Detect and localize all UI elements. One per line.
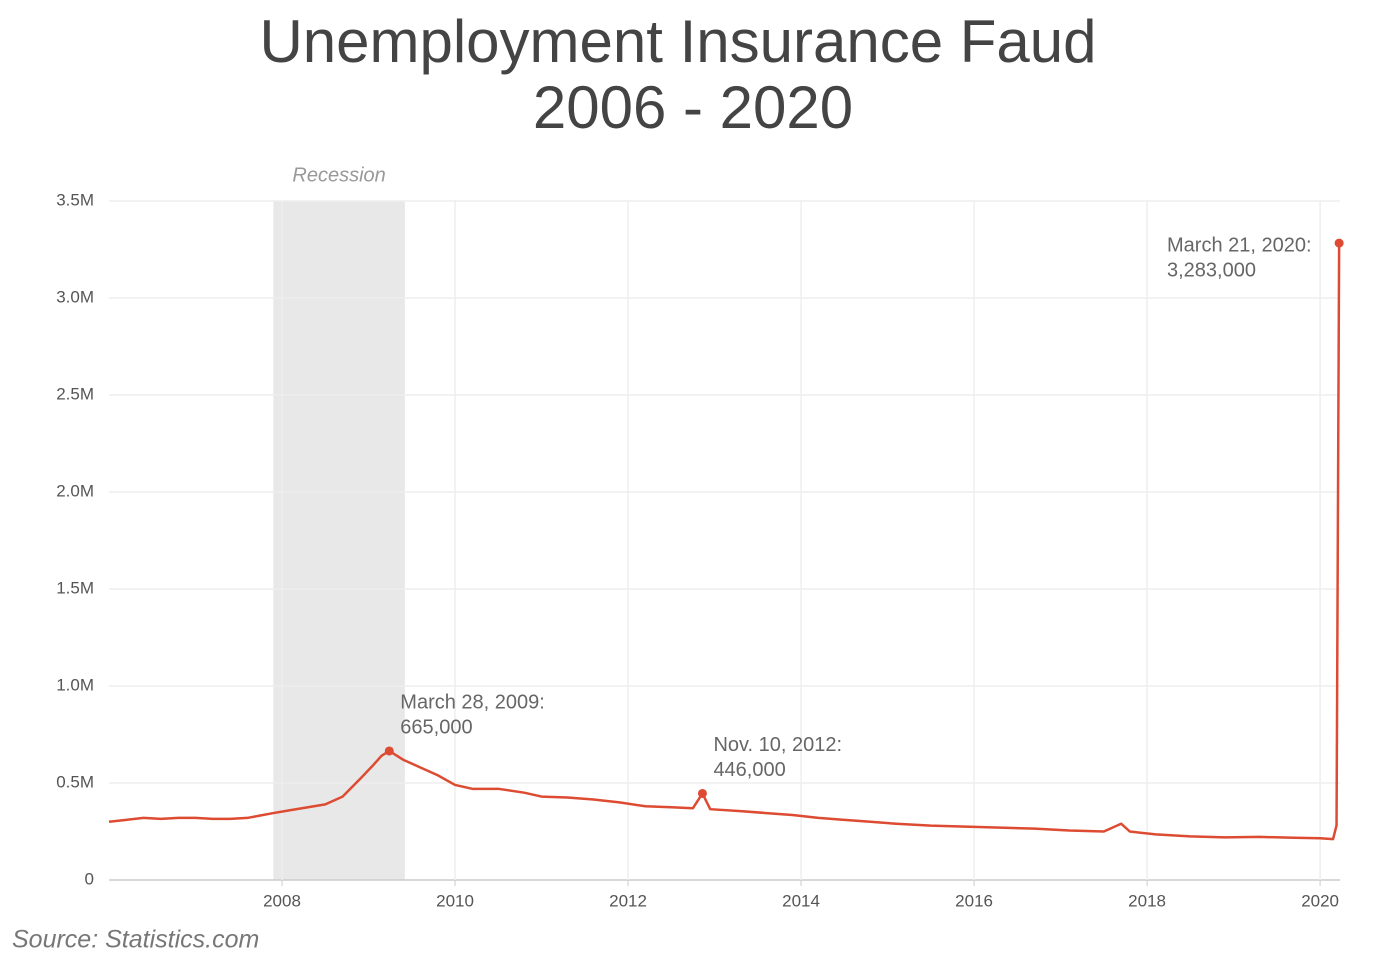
annotation-date: Nov. 10, 2012:	[713, 734, 842, 756]
annotation-date: March 28, 2009:	[400, 691, 545, 713]
y-tick-label: 2.5M	[56, 384, 94, 403]
y-tick-label: 1.0M	[56, 675, 94, 694]
y-tick-label: 2.0M	[56, 481, 94, 500]
y-tick-label: 3.5M	[56, 190, 94, 209]
x-tick-label: 2014	[782, 891, 820, 910]
annotation-point	[384, 746, 394, 756]
chart-title: Unemployment Insurance Faud	[259, 8, 1096, 75]
annotation-date: March 21, 2020:	[1167, 234, 1312, 256]
y-tick-label: 3.0M	[56, 287, 94, 306]
x-tick-label: 2008	[263, 891, 301, 910]
x-tick-label: 2018	[1128, 891, 1166, 910]
y-tick-label: 1.5M	[56, 578, 94, 597]
y-tick-label: 0	[85, 869, 94, 888]
y-tick-label: 0.5M	[56, 772, 94, 791]
x-tick-label: 2010	[436, 891, 474, 910]
x-tick-label: 2012	[609, 891, 647, 910]
x-tick-label: 2016	[955, 891, 993, 910]
source: Source: Statistics.com	[12, 926, 259, 954]
chart-subtitle: 2006 - 2020	[533, 74, 853, 141]
annotation-point	[1334, 238, 1344, 248]
recession-band	[273, 201, 405, 880]
recession-label: Recession	[292, 164, 385, 186]
line	[108, 243, 1341, 841]
annotation-value: 665,000	[400, 716, 472, 738]
annotation-value: 3,283,000	[1167, 259, 1256, 281]
annotation-point	[697, 788, 707, 798]
annotation-value: 446,000	[713, 759, 785, 781]
x-tick-label: 2020	[1301, 891, 1339, 910]
